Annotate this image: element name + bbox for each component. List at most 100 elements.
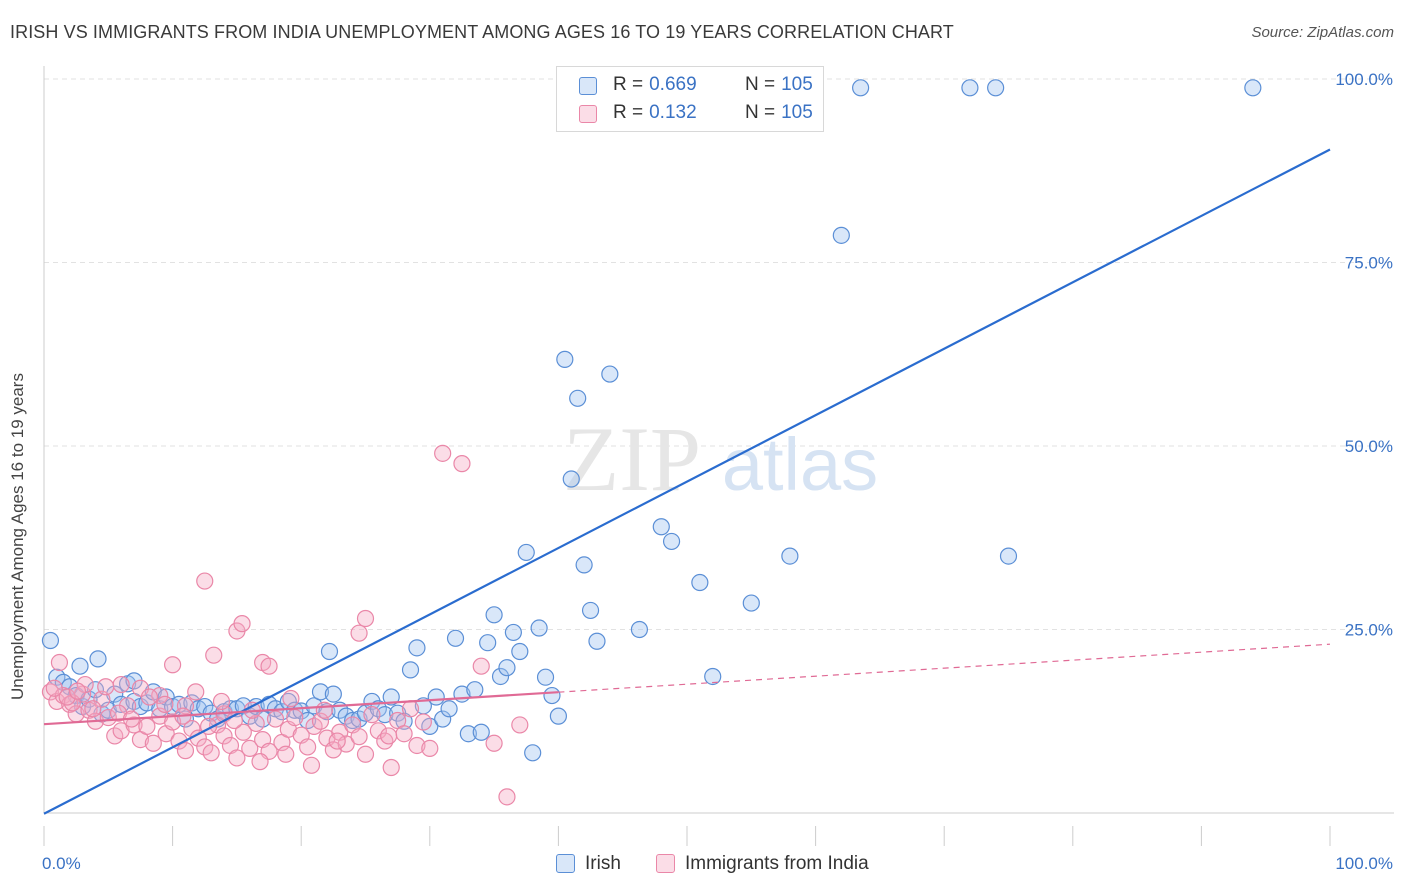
india-point xyxy=(414,713,432,731)
india-point xyxy=(241,739,259,758)
india-point xyxy=(408,736,426,755)
irish-point xyxy=(575,556,593,574)
irish-point xyxy=(530,619,548,637)
irish-point xyxy=(41,631,60,650)
india-point xyxy=(176,742,195,760)
irish-point xyxy=(511,642,529,661)
irish-point xyxy=(71,657,89,675)
india-point xyxy=(363,706,381,724)
x-tick-label-min: 0.0% xyxy=(42,854,81,873)
india-point xyxy=(369,722,387,740)
irish-point xyxy=(652,518,670,536)
irish-point xyxy=(311,683,330,701)
india-point xyxy=(156,695,174,713)
irish-point xyxy=(434,710,452,728)
india-point xyxy=(434,444,452,462)
india-point xyxy=(421,739,439,758)
trend-lines xyxy=(43,148,1331,815)
irish-point xyxy=(479,634,497,652)
y-tick-label: 25.0% xyxy=(1345,621,1393,640)
india-point xyxy=(202,744,220,762)
irish-point xyxy=(517,543,535,562)
irish-point xyxy=(1244,79,1262,97)
irish-point xyxy=(408,639,426,657)
india-point xyxy=(112,675,130,694)
india-point xyxy=(164,713,182,731)
irish-point xyxy=(662,532,681,551)
irish-point xyxy=(189,700,207,718)
irish-point xyxy=(961,79,979,97)
chart-title: IRISH VS IMMIGRANTS FROM INDIA UNEMPLOYM… xyxy=(10,22,954,42)
watermark-atlas: atlas xyxy=(722,423,878,506)
india-point xyxy=(164,656,182,674)
irish-point xyxy=(581,601,600,620)
irish-point xyxy=(549,707,568,725)
irish-point xyxy=(324,685,342,703)
india-point xyxy=(356,745,375,763)
irish-point xyxy=(472,723,490,741)
y-tick-label: 50.0% xyxy=(1345,437,1393,456)
irish-point xyxy=(485,606,503,624)
axes xyxy=(43,66,1394,846)
irish-point xyxy=(852,79,870,97)
irish-point xyxy=(459,725,477,743)
legend-label-irish: Irish xyxy=(585,853,621,874)
india-point xyxy=(299,738,317,756)
india-point xyxy=(50,653,69,672)
irish-point xyxy=(832,226,850,244)
legend-r-value-india: 0.132 xyxy=(649,102,697,123)
y-tick-label: 100.0% xyxy=(1335,70,1393,89)
y-axis-title: Unemployment Among Ages 16 to 19 years xyxy=(8,373,27,700)
india-point xyxy=(511,716,529,734)
india-point xyxy=(266,710,285,728)
correlation-legend: R = 0.669 N = 105 R = 0.132 N = 105 xyxy=(556,66,824,132)
india-point xyxy=(350,728,368,746)
india-point xyxy=(453,455,471,473)
india-point xyxy=(196,738,214,756)
legend-n-label: N = xyxy=(745,74,776,95)
irish-point xyxy=(401,661,420,679)
gridlines xyxy=(44,78,1394,630)
irish-point xyxy=(536,668,555,686)
india-point xyxy=(234,723,252,741)
india-point xyxy=(97,678,115,696)
india-point xyxy=(144,734,162,752)
india-point xyxy=(260,657,278,675)
legend-r-label: R = xyxy=(613,102,644,123)
irish-point xyxy=(498,659,516,677)
india-point xyxy=(282,689,300,708)
india-point xyxy=(247,714,265,733)
legend-swatch-india xyxy=(656,854,675,873)
india-point xyxy=(401,700,420,718)
irish-point xyxy=(569,389,587,407)
irish-point xyxy=(89,650,107,668)
irish-point xyxy=(742,594,760,612)
india-trend-line-extension xyxy=(558,643,1331,693)
irish-point xyxy=(299,711,317,730)
irish-point xyxy=(630,620,649,639)
india-point xyxy=(84,700,102,718)
irish-point xyxy=(562,470,580,488)
india-point xyxy=(356,609,375,628)
irish-point xyxy=(466,681,484,699)
india-point xyxy=(131,679,150,697)
legend-n-value-india: 105 xyxy=(781,102,813,123)
irish-point xyxy=(556,350,574,368)
irish-point xyxy=(344,711,362,730)
india-point xyxy=(233,615,251,633)
irish-point xyxy=(86,681,105,699)
india-point xyxy=(187,683,205,701)
india-point xyxy=(302,756,321,774)
india-point xyxy=(286,708,304,727)
irish-point xyxy=(446,629,465,647)
zipatlas-watermark: ZIP atlas xyxy=(563,408,878,510)
tick-labels: 25.0% 50.0% 75.0% 100.0% 0.0% 100.0% xyxy=(42,70,1393,873)
india-point xyxy=(382,758,400,777)
india-point xyxy=(228,749,246,767)
x-tick-label-max: 100.0% xyxy=(1335,854,1393,873)
series-legend: Irish Immigrants from India xyxy=(0,853,1406,877)
irish-point xyxy=(382,688,400,706)
india-point xyxy=(68,682,87,700)
irish-point xyxy=(369,700,387,718)
